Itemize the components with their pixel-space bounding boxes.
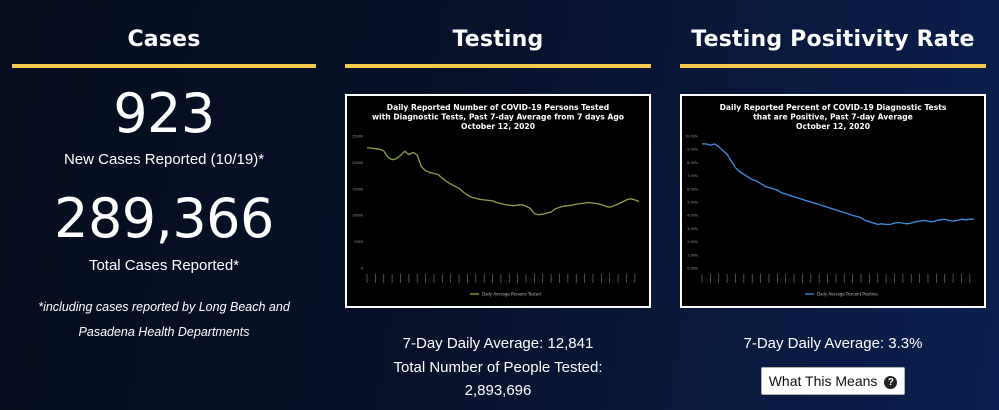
testing-daily-average: 7-Day Daily Average: 12,841: [402, 335, 594, 352]
positivity-y-tick-label: 9.00%: [687, 148, 699, 152]
positivity-chart-title-line: October 12, 2020: [796, 122, 870, 131]
testing-legend-label: Daily Average Persons Tested: [482, 292, 541, 297]
positivity-y-tick-label: 5.00%: [687, 201, 699, 205]
cases-title-underline: [12, 64, 316, 68]
testing-title: Testing: [452, 27, 544, 52]
positivity-title-underline: [680, 64, 986, 68]
cases-title: Cases: [127, 27, 201, 52]
testing-total-value: 2,893,696: [464, 382, 532, 399]
testing-y-tick-label: 20000: [352, 161, 363, 165]
positivity-y-tick-label: 2.00%: [687, 240, 699, 244]
footnote-line-1: *including cases reported by Long Beach …: [38, 300, 290, 314]
positivity-panel: Testing Positivity Rate Daily Reported P…: [680, 0, 986, 410]
total-cases-count: 289,366: [54, 187, 274, 250]
footnote-line-2: Pasadena Health Departments: [78, 325, 250, 339]
new-cases-count: 923: [113, 82, 215, 145]
positivity-chart-svg: Daily Reported Percent of COVID-19 Diagn…: [685, 103, 974, 297]
positivity-title: Testing Positivity Rate: [691, 27, 975, 52]
testing-total-label: Total Number of People Tested:: [393, 359, 603, 376]
testing-panel: Testing Daily Reported Number of COVID-1…: [345, 0, 651, 410]
testing-chart: Daily Reported Number of COVID-19 Person…: [345, 94, 651, 308]
positivity-y-tick-label: 8.00%: [687, 161, 699, 165]
cases-panel: Cases 923 New Cases Reported (10/19)* 28…: [12, 0, 316, 410]
positivity-daily-average: 7-Day Daily Average: 3.3%: [743, 335, 923, 352]
positivity-legend-label: Daily Average Percent Positive: [817, 292, 878, 297]
what-this-means-label: What This Means: [768, 373, 878, 389]
positivity-y-tick-label: 10.00%: [685, 135, 699, 139]
testing-y-tick-label: 25000: [352, 135, 363, 139]
positivity-chart: Daily Reported Percent of COVID-19 Diagn…: [680, 94, 986, 308]
testing-y-tick-label: 10000: [352, 214, 363, 218]
testing-chart-title-line: Daily Reported Number of COVID-19 Person…: [387, 103, 609, 112]
question-circle-icon: ?: [884, 376, 898, 389]
positivity-y-tick-label: 7.00%: [687, 174, 699, 178]
positivity-y-tick-label: 4.00%: [687, 214, 699, 218]
testing-y-tick-label: 0: [361, 267, 363, 271]
testing-y-tick-label: 15000: [352, 187, 363, 191]
cases-footnote: *including cases reported by Long Beach …: [12, 295, 316, 345]
testing-chart-title-line: with Diagnostic Tests, Past 7-day Averag…: [372, 113, 624, 122]
positivity-series-line: [702, 143, 974, 226]
positivity-y-tick-label: 0.00%: [687, 267, 699, 271]
positivity-chart-title-line: that are Positive, Past 7-day Average: [753, 113, 913, 122]
positivity-chart-title-line: Daily Reported Percent of COVID-19 Diagn…: [720, 103, 947, 112]
positivity-y-tick-label: 3.00%: [687, 227, 699, 231]
positivity-y-tick-label: 1.00%: [687, 253, 699, 257]
testing-title-underline: [345, 64, 651, 68]
total-cases-label: Total Cases Reported*: [88, 257, 240, 274]
what-this-means-button[interactable]: What This Means ?: [761, 367, 905, 395]
testing-series-line: [366, 146, 640, 216]
testing-chart-title-line: October 12, 2020: [461, 122, 535, 131]
testing-chart-svg: Daily Reported Number of COVID-19 Person…: [352, 103, 640, 297]
testing-y-tick-label: 5000: [354, 240, 363, 244]
positivity-y-tick-label: 6.00%: [687, 187, 699, 191]
new-cases-label: New Cases Reported (10/19)*: [63, 151, 265, 168]
